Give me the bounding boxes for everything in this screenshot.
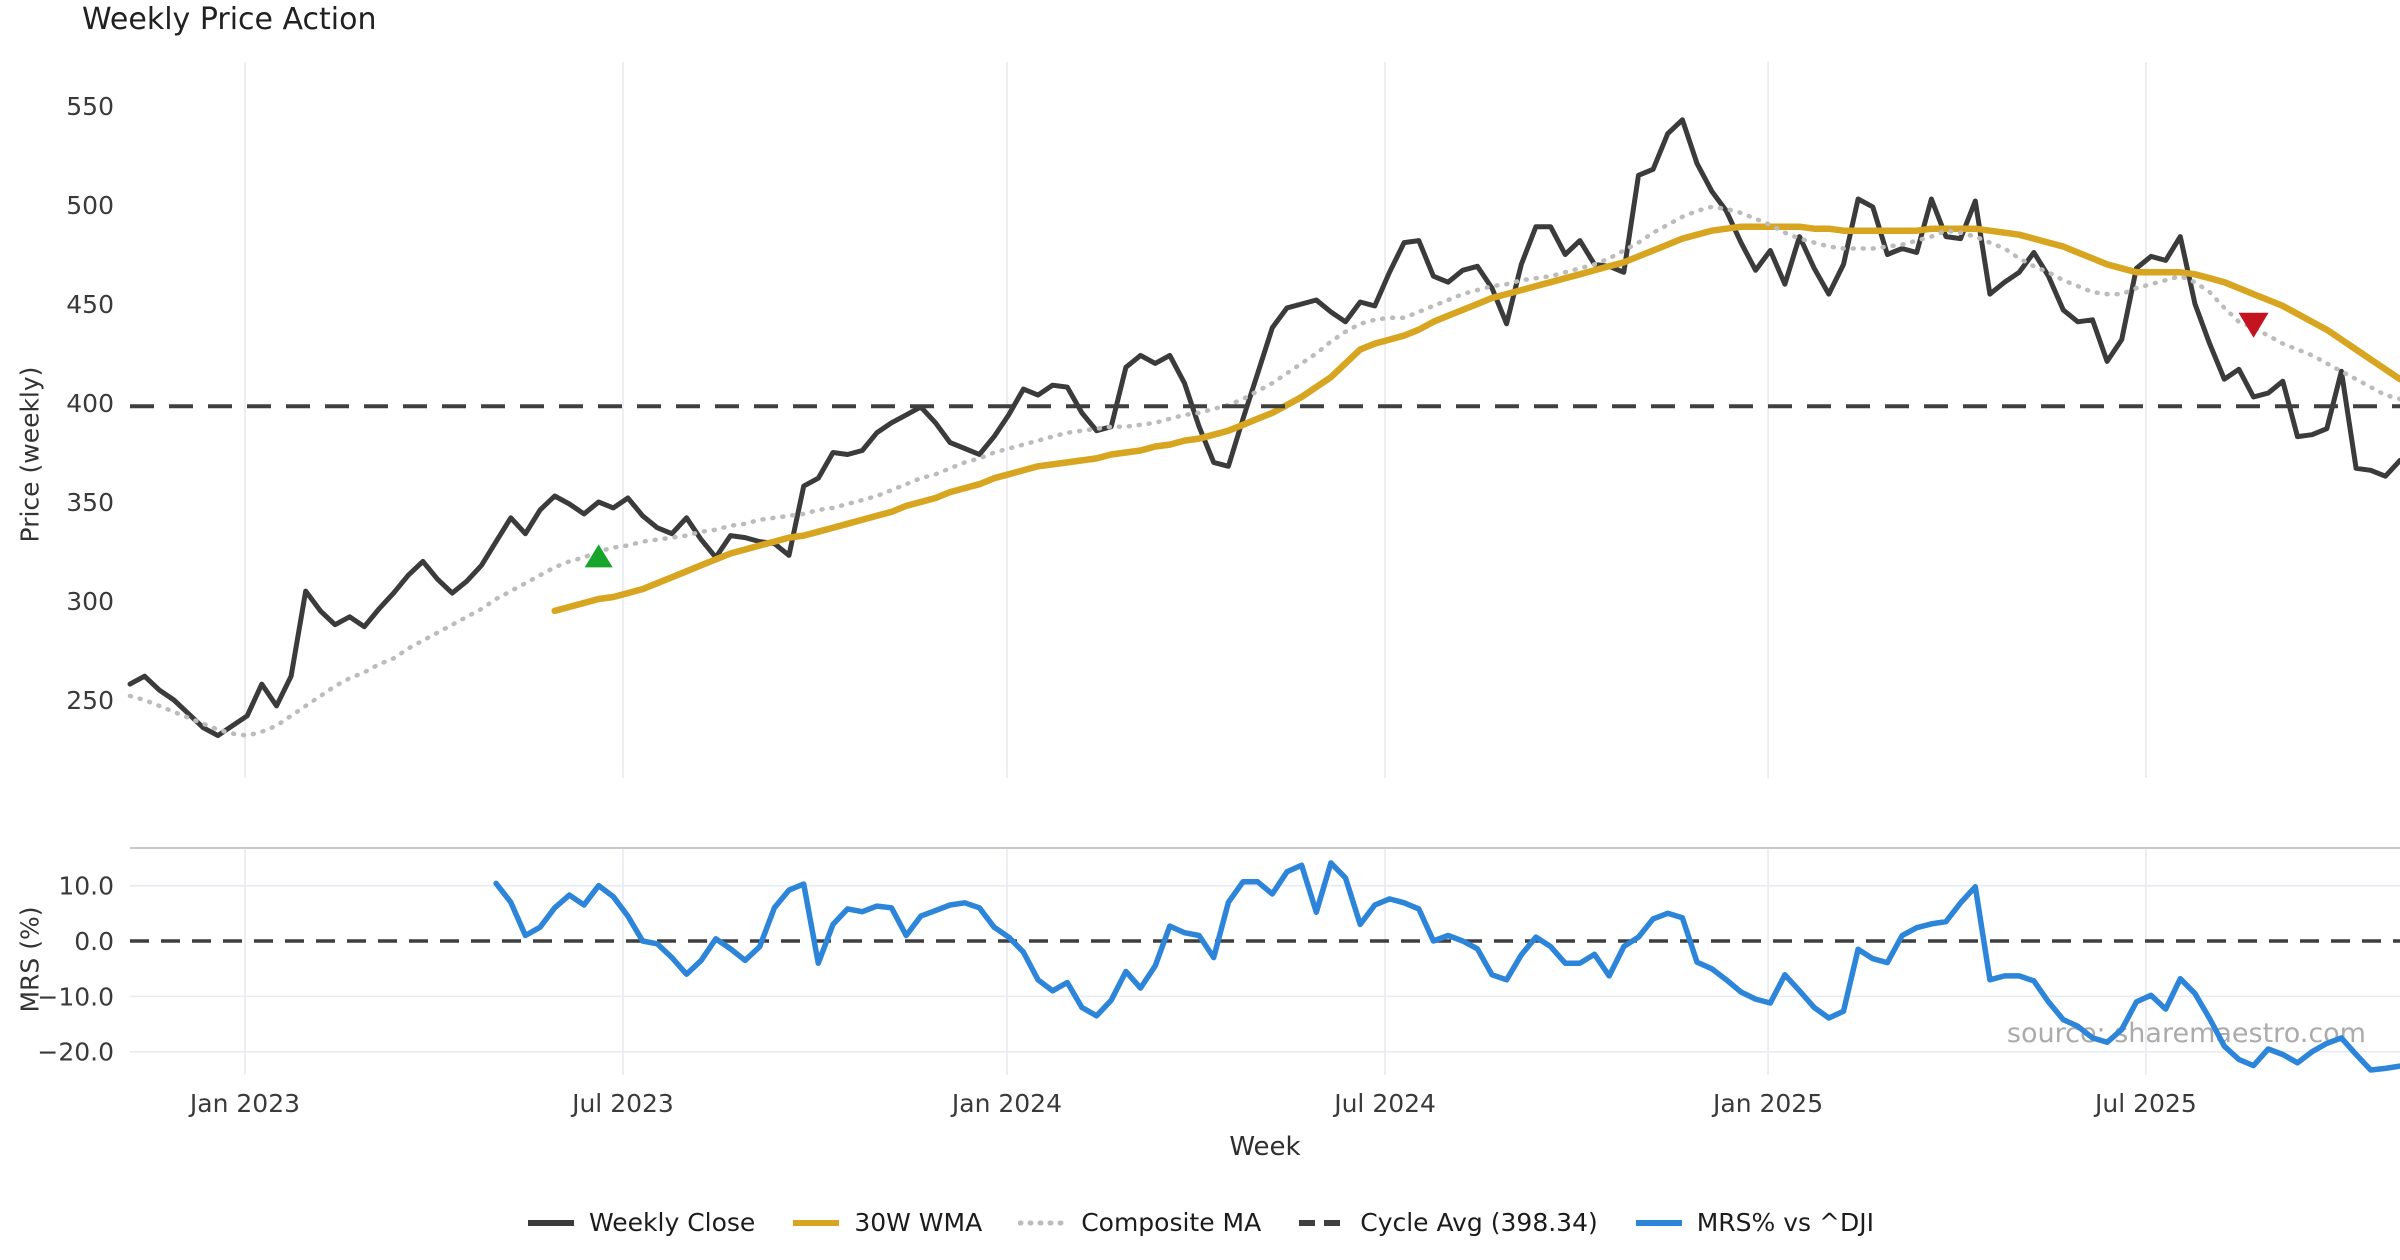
chart-title: Weekly Price Action bbox=[82, 2, 377, 37]
sell-signal-triangle-down-icon bbox=[2238, 312, 2269, 338]
mrs-vs-dji-line bbox=[493, 860, 2400, 1073]
legend-item-cycle-avg-398-34: Cycle Avg (398.34) bbox=[1297, 1208, 1598, 1237]
x-tick-label: Jan 2024 bbox=[950, 1089, 1062, 1118]
x-tick-label: Jan 2025 bbox=[1711, 1089, 1823, 1118]
legend-label: 30W WMA bbox=[854, 1208, 983, 1237]
legend-line-swatch bbox=[793, 1219, 840, 1226]
price-ytick-label: 500 bbox=[66, 191, 114, 220]
legend-label: Cycle Avg (398.34) bbox=[1360, 1208, 1598, 1237]
legend-label: MRS% vs ^DJI bbox=[1696, 1208, 1874, 1237]
legend-label: Weekly Close bbox=[589, 1208, 756, 1237]
x-tick-label: Jul 2023 bbox=[570, 1089, 674, 1118]
x-tick-label: Jul 2025 bbox=[2093, 1089, 2197, 1118]
mrs-ytick-label: −10.0 bbox=[37, 982, 114, 1011]
mrs-ytick-label: 10.0 bbox=[58, 872, 114, 901]
chart-legend: Weekly Close 30W WMA Composite MA Cycle Avg… bbox=[0, 1208, 2400, 1237]
price-ytick-label: 350 bbox=[66, 488, 114, 517]
mrs-ytick-label: 0.0 bbox=[74, 927, 114, 956]
composite-ma-line bbox=[127, 204, 2400, 738]
legend-line-swatch bbox=[1635, 1219, 1682, 1226]
price-ytick-label: 250 bbox=[66, 686, 114, 715]
price-ytick-label: 450 bbox=[66, 290, 114, 319]
legend-line-swatch bbox=[1018, 1220, 1069, 1225]
legend-item-composite-ma: Composite MA bbox=[1018, 1208, 1261, 1237]
x-tick-label: Jan 2023 bbox=[188, 1089, 300, 1118]
legend-item-mrs-vs-dji: MRS% vs ^DJI bbox=[1634, 1208, 1874, 1237]
legend-line-swatch bbox=[528, 1219, 575, 1226]
mrs-ytick-label: −20.0 bbox=[37, 1038, 114, 1067]
legend-item-30w-wma: 30W WMA bbox=[791, 1208, 982, 1237]
price-ytick-label: 550 bbox=[66, 92, 114, 121]
x-axis-label: Week bbox=[1229, 1132, 1301, 1162]
buy-signal-triangle-up-icon bbox=[584, 544, 613, 568]
price-ytick-label: 400 bbox=[66, 389, 114, 418]
legend-label: Composite MA bbox=[1081, 1208, 1262, 1237]
30w-wma-line bbox=[551, 223, 2400, 615]
weekly-close-line bbox=[127, 117, 2400, 739]
legend-line-swatch bbox=[1299, 1219, 1346, 1226]
legend-item-weekly-close: Weekly Close bbox=[526, 1208, 755, 1237]
mrs-axis-label: MRS (%) bbox=[15, 906, 45, 1013]
price-ytick-label: 300 bbox=[66, 587, 114, 616]
x-tick-label: Jul 2024 bbox=[1332, 1089, 1436, 1118]
price-axis-label: Price (weekly) bbox=[15, 366, 45, 543]
